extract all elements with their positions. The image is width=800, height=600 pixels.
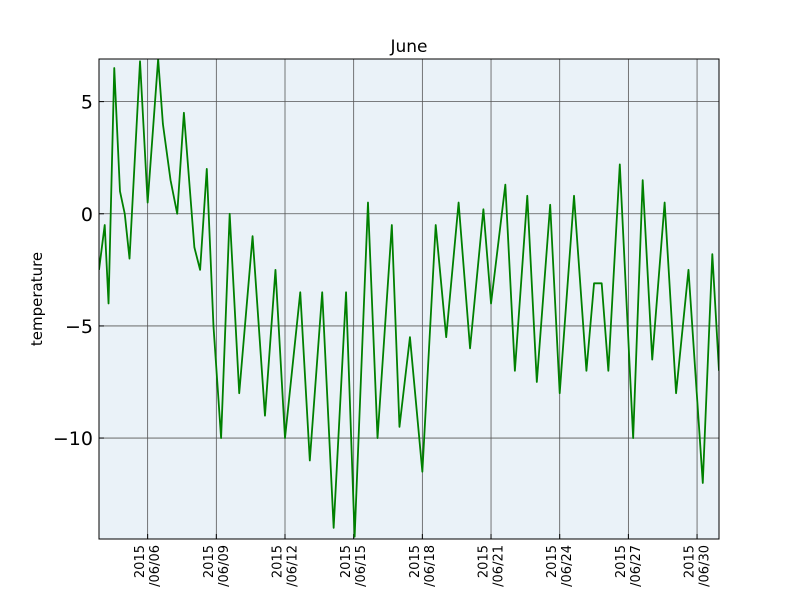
x-tick-label: 2015/06/18 — [408, 545, 438, 587]
x-tick-label: 2015/06/30 — [683, 545, 713, 587]
x-tick-label: 2015/06/15 — [339, 545, 369, 587]
x-tick-label: 2015/06/06 — [133, 545, 163, 587]
y-tick-label: 0 — [81, 204, 93, 226]
y-axis-label: temperature — [28, 252, 46, 346]
x-tick-label: 2015/06/24 — [545, 545, 575, 587]
line — [99, 59, 719, 538]
chart-title: June — [389, 37, 427, 57]
plot-frame — [98, 58, 720, 540]
y-tick-label: 5 — [81, 92, 93, 114]
x-tick-label: 2015/06/12 — [271, 545, 301, 587]
plot-background — [99, 59, 719, 539]
x-tick-label: 2015/06/21 — [477, 545, 507, 587]
x-tick-label: 2015/06/27 — [614, 545, 644, 587]
x-tick-label: 2015/06/09 — [202, 545, 232, 587]
y-tick-label: −10 — [53, 428, 93, 450]
y-tick-label: −5 — [65, 316, 93, 338]
